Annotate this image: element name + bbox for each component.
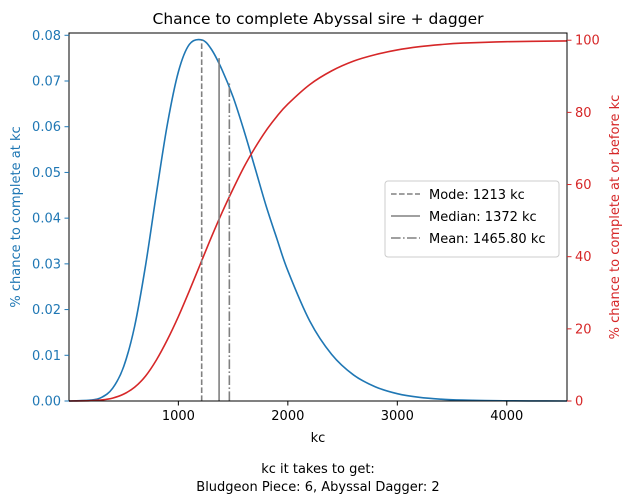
x-axis-label: kc [311,431,326,446]
y-right-tick-label: 80 [575,106,592,121]
y-right-tick-label: 40 [575,250,592,265]
probability-curve [68,38,568,402]
y-left-tick-label: 0.07 [32,75,61,90]
y-axis-left: 0.00 0.01 0.02 0.03 0.04 0.05 0.06 0.07 0.08 [32,29,69,410]
legend-mode-label: Mode: 1213 kc [429,188,525,203]
y-left-tick-label: 0.06 [32,120,61,135]
x-axis: 1000 2000 3000 4000 [162,401,523,424]
x-tick-label: 3000 [381,409,414,424]
y-left-tick-label: 0.02 [32,303,61,318]
y-right-tick-label: 0 [575,395,583,410]
y-right-tick-label: 60 [575,178,592,193]
x-tick-label: 2000 [271,409,304,424]
y-left-tick-label: 0.01 [32,349,61,364]
y-right-tick-label: 100 [575,34,600,49]
y-axis-left-label: % chance to complete at kc [9,126,24,307]
cumulative-curve [68,40,568,402]
legend-mean-label: Mean: 1465.80 kc [429,232,546,247]
legend: Mode: 1213 kc Median: 1372 kc Mean: 1465… [384,180,560,258]
legend-median-label: Median: 1372 kc [429,210,537,225]
y-left-tick-label: 0.05 [32,166,61,181]
marker-lines [200,39,231,401]
legend-box [384,180,560,258]
y-left-tick-label: 0.04 [32,212,61,227]
chart-title: Chance to complete Abyssal sire + dagger [153,10,485,28]
plot-frame [68,32,568,402]
x-tick-label: 1000 [162,409,195,424]
x-tick-label: 4000 [490,409,523,424]
caption-line-2: Bludgeon Piece: 6, Abyssal Dagger: 2 [196,480,439,495]
y-left-tick-label: 0.00 [32,395,61,410]
caption-line-1: kc it takes to get: [261,462,375,477]
y-left-tick-label: 0.08 [32,29,61,44]
plot-area [68,38,568,402]
y-axis-right-label: % chance to complete at or before kc [608,95,623,340]
y-right-tick-label: 20 [575,322,592,337]
y-left-tick-label: 0.03 [32,257,61,272]
y-axis-right: 0 20 40 60 80 100 [567,34,600,410]
